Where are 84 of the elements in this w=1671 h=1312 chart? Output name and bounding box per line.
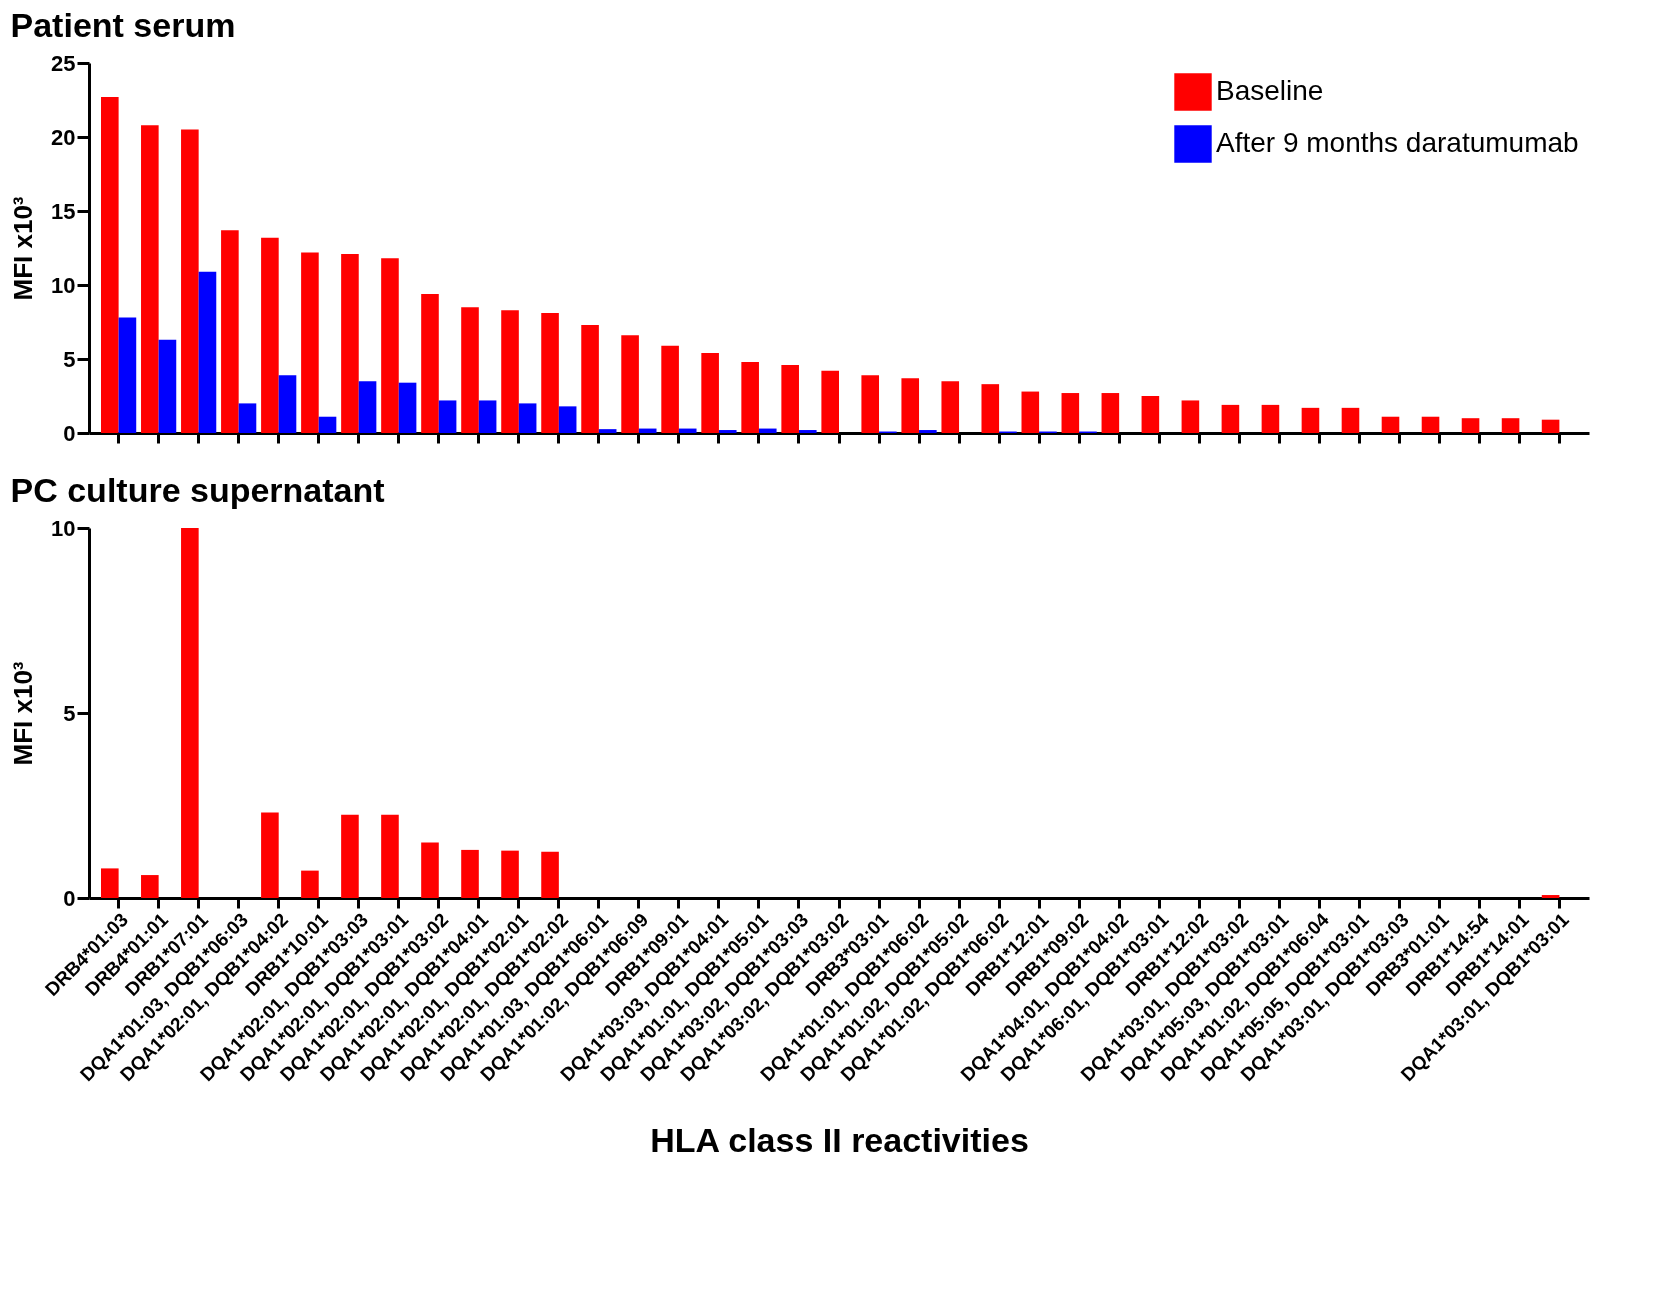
bar [598, 429, 617, 433]
bar [101, 97, 119, 433]
bar [758, 428, 777, 433]
bar [541, 851, 559, 898]
bar [261, 237, 279, 433]
bar [181, 528, 199, 898]
bar [341, 814, 359, 898]
bar [798, 430, 817, 433]
bar [981, 384, 1000, 433]
bar [501, 310, 519, 433]
bar [318, 416, 337, 433]
bar [141, 875, 159, 898]
y-tick-label: 15 [51, 198, 76, 224]
bar [919, 430, 937, 433]
bar [381, 814, 399, 898]
bar [1341, 407, 1360, 433]
bar [358, 381, 377, 433]
bar [398, 382, 417, 433]
bar [821, 370, 839, 433]
bar [181, 129, 199, 433]
bar [461, 849, 479, 898]
chart-title: Patient serum [10, 6, 236, 44]
bar [741, 361, 759, 433]
bar [941, 381, 960, 433]
bar [101, 868, 119, 898]
bar [1381, 416, 1400, 433]
chart-title: PC culture supernatant [10, 471, 385, 509]
bar [581, 324, 599, 433]
y-tick-label: 0 [63, 420, 76, 446]
y-tick-label: 25 [51, 50, 76, 76]
bar [1541, 419, 1560, 433]
bar [861, 375, 880, 433]
bar [638, 428, 657, 433]
legend-label: After 9 months daratumumab [1216, 127, 1579, 158]
y-tick-label: 10 [51, 272, 76, 298]
bar [1301, 407, 1320, 433]
bar [518, 403, 537, 433]
bar [381, 258, 399, 433]
bar [478, 400, 497, 433]
bar [621, 335, 639, 433]
y-tick-label: 5 [63, 700, 76, 726]
bar [718, 430, 737, 433]
y-axis-title: MFI x10³ [8, 661, 39, 766]
bar [541, 313, 559, 433]
x-axis-title: HLA class II reactivities [650, 1121, 1029, 1160]
bar [278, 375, 297, 433]
bar [438, 400, 457, 433]
bar [678, 428, 697, 433]
bar [198, 271, 217, 433]
bar [701, 353, 719, 433]
bar [1421, 416, 1440, 433]
bar [1181, 400, 1200, 433]
y-tick-label: 10 [51, 515, 76, 541]
bar [1021, 391, 1040, 433]
bar [1261, 404, 1280, 433]
bar [158, 339, 177, 433]
bar [1541, 895, 1560, 898]
bar [238, 403, 257, 433]
bar [1461, 418, 1480, 433]
bar [301, 252, 319, 433]
bar [1061, 393, 1080, 433]
bar [261, 812, 279, 898]
bar [1101, 393, 1120, 433]
bar [341, 253, 359, 433]
bar [141, 125, 159, 433]
bar [781, 364, 799, 433]
bar [1501, 418, 1520, 433]
bar [118, 317, 137, 433]
bar [421, 293, 439, 433]
y-tick-label: 0 [63, 885, 76, 911]
bar [1221, 404, 1240, 433]
y-tick-label: 20 [51, 124, 76, 150]
bar [558, 406, 577, 433]
y-axis-title: MFI x10³ [8, 196, 39, 301]
y-tick-label: 5 [63, 346, 76, 372]
legend-label: Baseline [1216, 75, 1324, 106]
bar [501, 850, 519, 898]
bar [901, 378, 920, 433]
bar [661, 345, 679, 433]
bar [1141, 396, 1160, 433]
bar [221, 230, 239, 433]
bar [461, 307, 479, 433]
bar [301, 870, 319, 898]
bar [421, 842, 439, 898]
